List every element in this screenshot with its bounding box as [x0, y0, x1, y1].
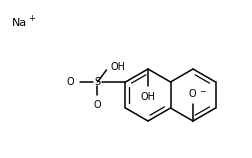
Text: Na: Na [12, 18, 27, 28]
Text: O: O [188, 89, 196, 99]
Text: OH: OH [110, 62, 125, 72]
Text: O: O [94, 100, 101, 110]
Text: −: − [199, 87, 205, 96]
Text: +: + [28, 14, 35, 23]
Text: O: O [67, 77, 75, 87]
Text: S: S [94, 77, 101, 87]
Text: OH: OH [141, 92, 155, 102]
